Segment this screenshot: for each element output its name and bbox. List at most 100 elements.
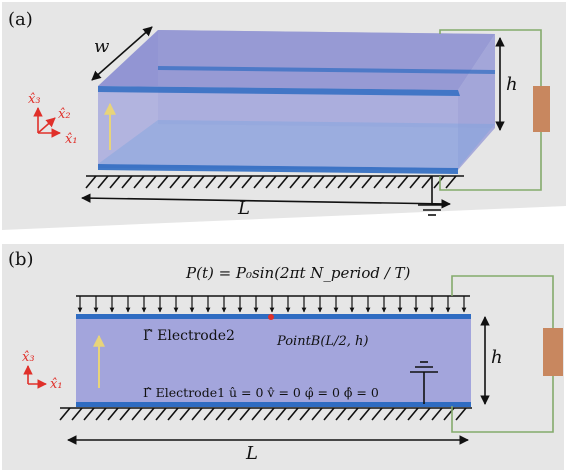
- hatch-stroke: [239, 407, 251, 421]
- length-dimension-arrow-a: [81, 193, 451, 209]
- hatch-stroke: [277, 175, 289, 189]
- hatch-stroke: [335, 407, 347, 421]
- hatch-stroke: [287, 407, 299, 421]
- panel-a: (a) w h L: [2, 2, 566, 230]
- ground-hatch-b: [59, 407, 472, 421]
- hatch-stroke: [205, 175, 217, 189]
- hatch-stroke: [407, 407, 419, 421]
- hatch-stroke: [121, 175, 133, 189]
- hatch-stroke: [395, 407, 407, 421]
- resistor-a: [533, 86, 550, 132]
- circuit-b: [451, 275, 554, 433]
- electrode2-label: Γ̂ Electrode2: [143, 328, 235, 344]
- hatch-stroke: [397, 175, 409, 189]
- point-b-marker: [268, 314, 274, 320]
- point-b-label: PointB(L/2, h): [276, 334, 368, 349]
- hatch-stroke: [179, 407, 191, 421]
- top-electrode-back-edge: [157, 66, 496, 74]
- hatch-stroke: [431, 407, 443, 421]
- hatch-stroke: [143, 407, 155, 421]
- hatch-stroke: [107, 407, 119, 421]
- hatch-stroke: [299, 407, 311, 421]
- panel-b-label: (b): [8, 249, 34, 270]
- hatch-stroke: [59, 407, 71, 421]
- hatch-stroke: [371, 407, 383, 421]
- width-dimension-label: w: [94, 36, 110, 57]
- hatch-stroke: [301, 175, 313, 189]
- hatch-stroke: [313, 175, 325, 189]
- hatch-stroke: [385, 175, 397, 189]
- panel-b: (b) P(t) = P₀sin(2πt N_period / T) Γ̂ El…: [2, 244, 564, 470]
- hatch-stroke: [85, 175, 97, 189]
- ground-symbol-b: [410, 361, 438, 404]
- electrode1-conditions: Γ̂ Electrode1 û = 0 v̂ = 0 φ̂ = 0 ϕ̂ = 0: [143, 385, 379, 400]
- hatch-stroke: [349, 175, 361, 189]
- ground-symbol-a: [418, 176, 446, 216]
- hatch-stroke: [445, 175, 457, 189]
- bottom-electrode-depth: [98, 120, 495, 168]
- hatch-stroke: [203, 407, 215, 421]
- hatch-stroke: [361, 175, 373, 189]
- hatch-stroke: [311, 407, 323, 421]
- hatch-stroke: [167, 407, 179, 421]
- hatch-stroke: [409, 175, 421, 189]
- hatch-stroke: [191, 407, 203, 421]
- axes-a: [33, 107, 61, 138]
- hatch-stroke: [373, 175, 385, 189]
- panel-a-label: (a): [8, 9, 33, 30]
- hatch-stroke: [251, 407, 263, 421]
- axis-x1-label-a: x̂₁: [65, 132, 78, 147]
- hatch-stroke: [97, 175, 109, 189]
- hatch-stroke: [421, 175, 433, 189]
- hatch-stroke: [241, 175, 253, 189]
- hatch-stroke: [323, 407, 335, 421]
- hatch-stroke: [145, 175, 157, 189]
- axis-x1-label-b: x̂₁: [50, 377, 63, 392]
- slab-right-face: [458, 34, 495, 170]
- resistor-b: [543, 328, 563, 376]
- hatch-stroke: [347, 407, 359, 421]
- hatch-stroke: [253, 175, 265, 189]
- hatch-stroke: [337, 175, 349, 189]
- width-dimension-arrow: [91, 26, 153, 81]
- height-dimension-label-b: h: [491, 347, 503, 368]
- hatch-stroke: [265, 175, 277, 189]
- hatch-stroke: [433, 175, 445, 189]
- hatch-stroke: [109, 175, 121, 189]
- hatch-stroke: [95, 407, 107, 421]
- axes-b: [23, 365, 47, 389]
- length-dimension-label-b: L: [245, 443, 258, 464]
- circuit-a: [439, 29, 542, 191]
- bottom-electrode: [98, 164, 458, 174]
- hatch-stroke: [181, 175, 193, 189]
- hatch-stroke: [193, 175, 205, 189]
- hatch-stroke: [131, 407, 143, 421]
- hatch-stroke: [119, 407, 131, 421]
- hatch-stroke: [325, 175, 337, 189]
- ground-hatch-a: [85, 175, 464, 189]
- hatch-stroke: [83, 407, 95, 421]
- load-equation: P(t) = P₀sin(2πt N_period / T): [185, 264, 411, 282]
- axis-x3-label-a: x̂₃: [28, 92, 41, 107]
- hatch-stroke: [359, 407, 371, 421]
- axis-x2-label-a: x̂₂: [58, 107, 71, 122]
- height-dimension-label-a: h: [506, 74, 518, 95]
- hatch-stroke: [169, 175, 181, 189]
- hatch-stroke: [229, 175, 241, 189]
- load-arrows: [77, 296, 467, 313]
- hatch-stroke: [71, 407, 83, 421]
- hatch-stroke: [157, 175, 169, 189]
- hatch-stroke: [263, 407, 275, 421]
- hatch-stroke: [217, 175, 229, 189]
- hatch-stroke: [455, 407, 467, 421]
- length-dimension-label-a: L: [237, 198, 250, 219]
- hatch-stroke: [289, 175, 301, 189]
- slab-b: [76, 314, 471, 406]
- bottom-electrode-b: [76, 402, 471, 407]
- hatch-stroke: [275, 407, 287, 421]
- hatch-stroke: [419, 407, 431, 421]
- hatch-stroke: [383, 407, 395, 421]
- hatch-stroke: [133, 175, 145, 189]
- axis-x3-label-b: x̂₃: [22, 350, 35, 365]
